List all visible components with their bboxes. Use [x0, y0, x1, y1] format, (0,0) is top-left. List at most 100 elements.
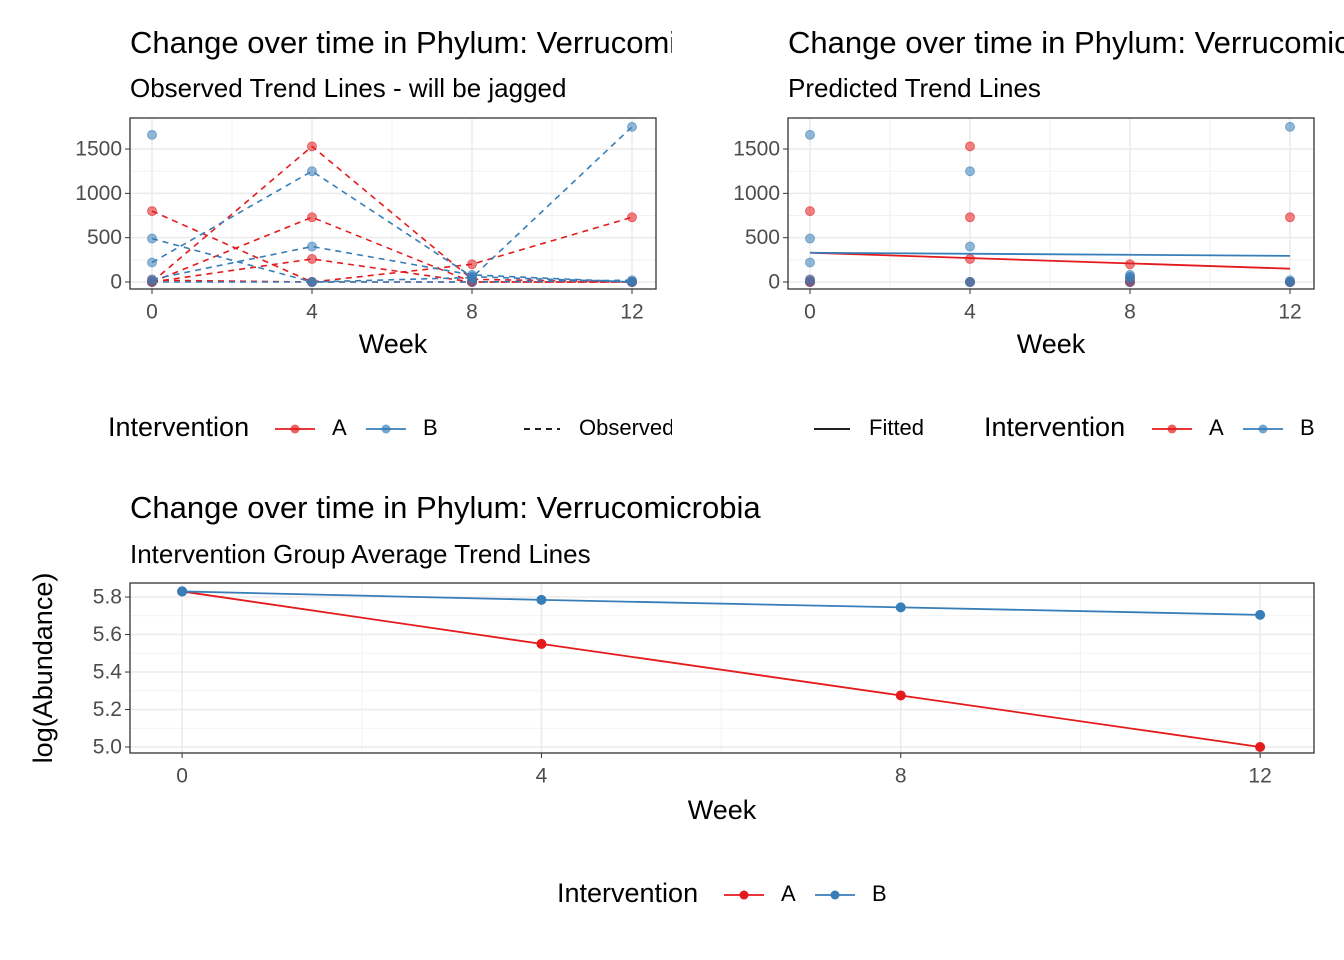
x-tick-label: 0: [804, 301, 816, 324]
panel: Change over time in Phylum: Verrucomicro…: [28, 490, 1315, 908]
legend-label: Observed: [579, 415, 674, 440]
fitted-line: [809, 251, 1291, 270]
x-tick-label: 8: [466, 301, 478, 324]
plot-border: [787, 117, 1315, 290]
data-point: [805, 257, 815, 268]
data-point: [965, 141, 975, 152]
chart-subtitle: Intervention Group Average Trend Lines: [130, 539, 591, 569]
subject-line: [152, 279, 633, 283]
data-point: [805, 129, 815, 140]
data-point: [965, 276, 975, 287]
plot-border: [129, 117, 657, 290]
data-point: [805, 233, 815, 244]
x-tick-label: 12: [1278, 301, 1301, 324]
data-point: [895, 690, 906, 701]
legend-title: Intervention: [557, 878, 698, 908]
plot-background: [130, 583, 1314, 753]
legend-key-point: [290, 424, 300, 434]
x-axis-title: Week: [688, 795, 757, 825]
data-point: [805, 276, 815, 287]
y-tick-label: 5.6: [93, 623, 122, 646]
data-point: [1285, 121, 1295, 132]
chart-subtitle: Observed Trend Lines - will be jagged: [130, 73, 566, 103]
y-tick-label: 0: [768, 271, 780, 294]
y-tick-label: 500: [87, 226, 122, 249]
subject-line: [151, 170, 633, 283]
chart-title: Change over time in Phylum: Verrucomicro…: [130, 25, 761, 60]
y-tick-label: 1500: [733, 138, 780, 161]
y-tick-label: 5.0: [93, 736, 122, 759]
plot-background: [788, 118, 1314, 289]
data-point: [1285, 275, 1295, 286]
x-tick-label: 12: [620, 301, 643, 324]
data-point: [147, 129, 157, 140]
legend-key-point: [381, 424, 391, 434]
y-axis-title: log(Abundance): [28, 573, 58, 764]
subject-line: [151, 258, 632, 283]
y-tick-label: 1000: [733, 182, 780, 205]
y-tick-label: 1000: [75, 182, 122, 205]
y-tick-label: 5.2: [93, 698, 122, 721]
legend-key-point: [739, 890, 749, 900]
x-axis-title: Week: [359, 329, 428, 359]
data-point: [1255, 742, 1266, 753]
panel: Change over time in Phylum: Verrucomicro…: [75, 25, 761, 442]
data-point: [965, 212, 975, 223]
legend-label: Fitted: [869, 415, 924, 440]
chart-title: Change over time in Phylum: Verrucomicro…: [788, 25, 1344, 60]
x-tick-label: 0: [176, 765, 188, 788]
legend-label: A: [1209, 415, 1224, 440]
fitted-line: [809, 251, 1291, 257]
trend-line: [181, 590, 1261, 748]
data-point: [1255, 609, 1266, 620]
y-tick-label: 0: [110, 271, 122, 294]
y-tick-label: 5.4: [93, 661, 123, 684]
data-point: [805, 206, 815, 217]
legend-label: B: [423, 415, 438, 440]
legend-key-point: [1167, 424, 1177, 434]
chart-title: Change over time in Phylum: Verrucomicro…: [130, 490, 761, 525]
x-tick-label: 12: [1248, 765, 1271, 788]
data-point: [536, 638, 547, 649]
data-point: [307, 166, 317, 177]
legend-title: Intervention: [984, 412, 1125, 442]
data-point: [307, 212, 317, 223]
legend-label: B: [1300, 415, 1315, 440]
legend-label: A: [332, 415, 347, 440]
y-tick-label: 500: [745, 226, 780, 249]
data-point: [536, 594, 547, 605]
y-tick-label: 5.8: [93, 586, 122, 609]
legend-key-point: [830, 890, 840, 900]
data-point: [965, 241, 975, 252]
y-tick-label: 1500: [75, 138, 122, 161]
panel: Change over time in Phylum: Verrucomicro…: [733, 25, 1344, 442]
x-axis-title: Week: [1017, 329, 1086, 359]
plot-border: [129, 582, 1315, 754]
x-tick-label: 4: [536, 765, 548, 788]
legend-key-point: [1258, 424, 1268, 434]
legend-title: Intervention: [108, 412, 249, 442]
data-point: [1285, 212, 1295, 223]
subject-line: [151, 210, 633, 283]
x-tick-label: 4: [964, 301, 976, 324]
x-tick-label: 4: [306, 301, 318, 324]
subject-line: [151, 126, 633, 283]
data-point: [895, 602, 906, 613]
x-tick-label: 8: [895, 765, 907, 788]
x-tick-label: 0: [146, 301, 158, 324]
data-point: [965, 166, 975, 177]
x-tick-label: 8: [1124, 301, 1136, 324]
data-point: [177, 586, 188, 597]
subject-line: [151, 216, 632, 283]
subject-line: [151, 245, 633, 283]
chart-subtitle: Predicted Trend Lines: [788, 73, 1041, 103]
trend-line: [182, 590, 1261, 616]
legend-label: B: [872, 881, 887, 906]
data-point: [627, 212, 637, 223]
legend-label: A: [781, 881, 796, 906]
subject-line: [151, 279, 632, 283]
plot-background: [130, 118, 656, 289]
data-point: [1125, 276, 1135, 287]
